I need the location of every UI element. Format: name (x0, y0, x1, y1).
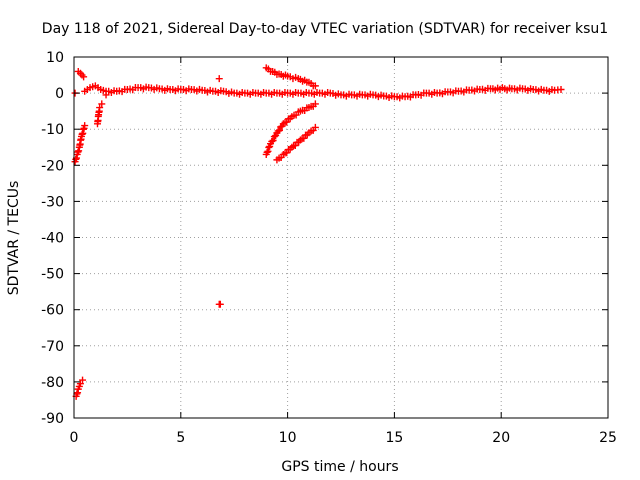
data-point (73, 390, 81, 398)
y-tick-label: -20 (41, 158, 64, 174)
data-point (268, 137, 276, 145)
chart-title: Day 118 of 2021, Sidereal Day-to-day VTE… (42, 21, 608, 37)
x-tick-label: 25 (599, 430, 617, 446)
data-point (81, 122, 89, 130)
y-tick-label: -90 (41, 411, 64, 427)
y-tick-label: 10 (46, 50, 64, 66)
data-point (557, 85, 565, 93)
data-point (291, 142, 299, 150)
data-point (311, 123, 319, 131)
data-point (311, 100, 319, 108)
x-tick-label: 15 (385, 430, 403, 446)
y-axis-label: SDTVAR / TECUs (6, 181, 22, 296)
data-point (79, 376, 87, 384)
data-point (74, 148, 82, 156)
y-tick-label: -30 (41, 194, 64, 210)
y-tick-label: -10 (41, 122, 64, 138)
y-tick-label: -50 (41, 267, 64, 283)
data-point (215, 75, 223, 83)
data-point (283, 118, 291, 126)
data-points (71, 64, 565, 400)
data-point (311, 82, 319, 90)
data-point (72, 155, 80, 163)
data-point (80, 73, 88, 81)
x-axis-label: GPS time / hours (281, 459, 398, 475)
data-point (216, 300, 224, 308)
data-point (98, 100, 106, 108)
axis-ticks: 0 5 10 15 20 25 10 0 -10 -20 -30 -40 -50 -60 -70 -80 -90 (41, 50, 617, 446)
data-point (74, 389, 82, 397)
x-tick-label: 0 (70, 430, 79, 446)
y-tick-label: -60 (41, 303, 64, 319)
data-point (283, 149, 291, 157)
y-tick-label: -40 (41, 231, 64, 247)
data-point (270, 133, 278, 141)
data-point (264, 147, 272, 155)
data-point (96, 104, 104, 112)
data-point (269, 137, 277, 145)
data-point (275, 126, 283, 134)
x-tick-label: 10 (279, 430, 297, 446)
data-point (300, 134, 308, 142)
y-tick-label: -80 (41, 375, 64, 391)
data-point (76, 380, 84, 388)
data-point (263, 148, 271, 156)
x-tick-label: 20 (492, 430, 510, 446)
x-tick-label: 5 (176, 430, 185, 446)
data-point (75, 147, 83, 155)
y-tick-label: 0 (55, 86, 64, 102)
data-point (102, 91, 110, 99)
data-point (265, 143, 273, 151)
grid-lines (74, 57, 608, 418)
y-tick-label: -70 (41, 339, 64, 355)
